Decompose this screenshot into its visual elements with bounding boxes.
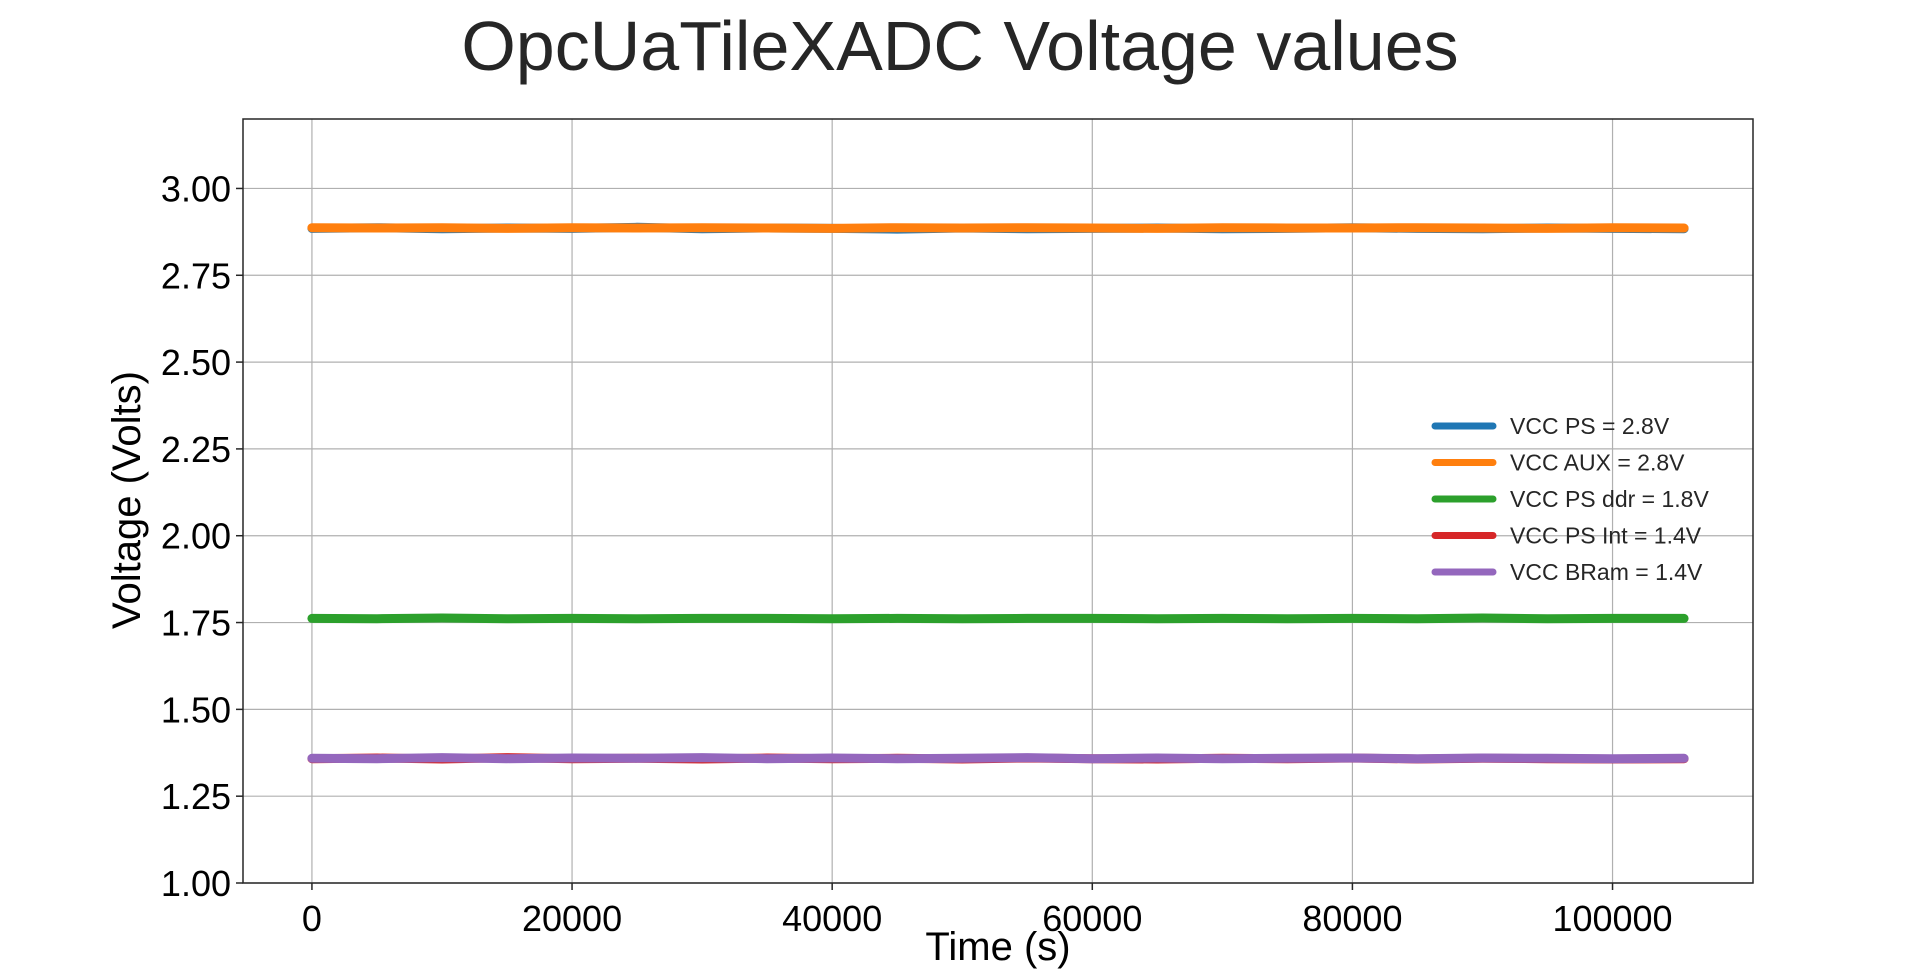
series-line-4 (307, 753, 1689, 764)
chart-title: OpcUaTileXADC Voltage values (461, 7, 1458, 85)
x-tick-label-3: 60000 (1042, 898, 1142, 939)
y-tick-label-4: 2.00 (161, 516, 231, 557)
x-axis-label: Time (s) (925, 925, 1070, 969)
series-line-1 (307, 223, 1689, 233)
x-tick-label-5: 100000 (1552, 898, 1672, 939)
x-tick-label-0: 0 (302, 898, 322, 939)
legend: VCC PS = 2.8V VCC AUX = 2.8V VCC PS ddr = … (1431, 413, 1709, 585)
y-axis-ticks: 1.00 1.25 1.50 1.75 2.00 2.25 2.50 2.75 3.00 (161, 168, 243, 904)
x-tick-label-1: 20000 (522, 898, 622, 939)
y-axis-label: Voltage (Volts) (105, 371, 149, 629)
y-tick-label-0: 1.00 (161, 863, 231, 904)
y-tick-label-5: 2.25 (161, 429, 231, 470)
x-tick-label-4: 80000 (1302, 898, 1402, 939)
legend-label-0: VCC PS = 2.8V (1510, 413, 1670, 439)
legend-label-1: VCC AUX = 2.8V (1510, 450, 1685, 476)
legend-label-2: VCC PS ddr = 1.8V (1510, 486, 1709, 512)
y-tick-label-2: 1.50 (161, 689, 231, 730)
y-tick-label-8: 3.00 (161, 168, 231, 209)
series-lines (307, 222, 1689, 764)
plot-area-frame (242, 118, 1754, 884)
series-line-2 (307, 613, 1689, 624)
x-axis-ticks: 0 20000 40000 60000 80000 100000 (302, 883, 1673, 939)
y-tick-label-1: 1.25 (161, 776, 231, 817)
y-tick-label-6: 2.50 (161, 342, 231, 383)
legend-label-4: VCC BRam = 1.4V (1510, 559, 1703, 585)
legend-label-3: VCC PS Int = 1.4V (1510, 523, 1702, 549)
x-tick-label-2: 40000 (782, 898, 882, 939)
y-tick-label-3: 1.75 (161, 603, 231, 644)
y-tick-label-7: 2.75 (161, 255, 231, 296)
